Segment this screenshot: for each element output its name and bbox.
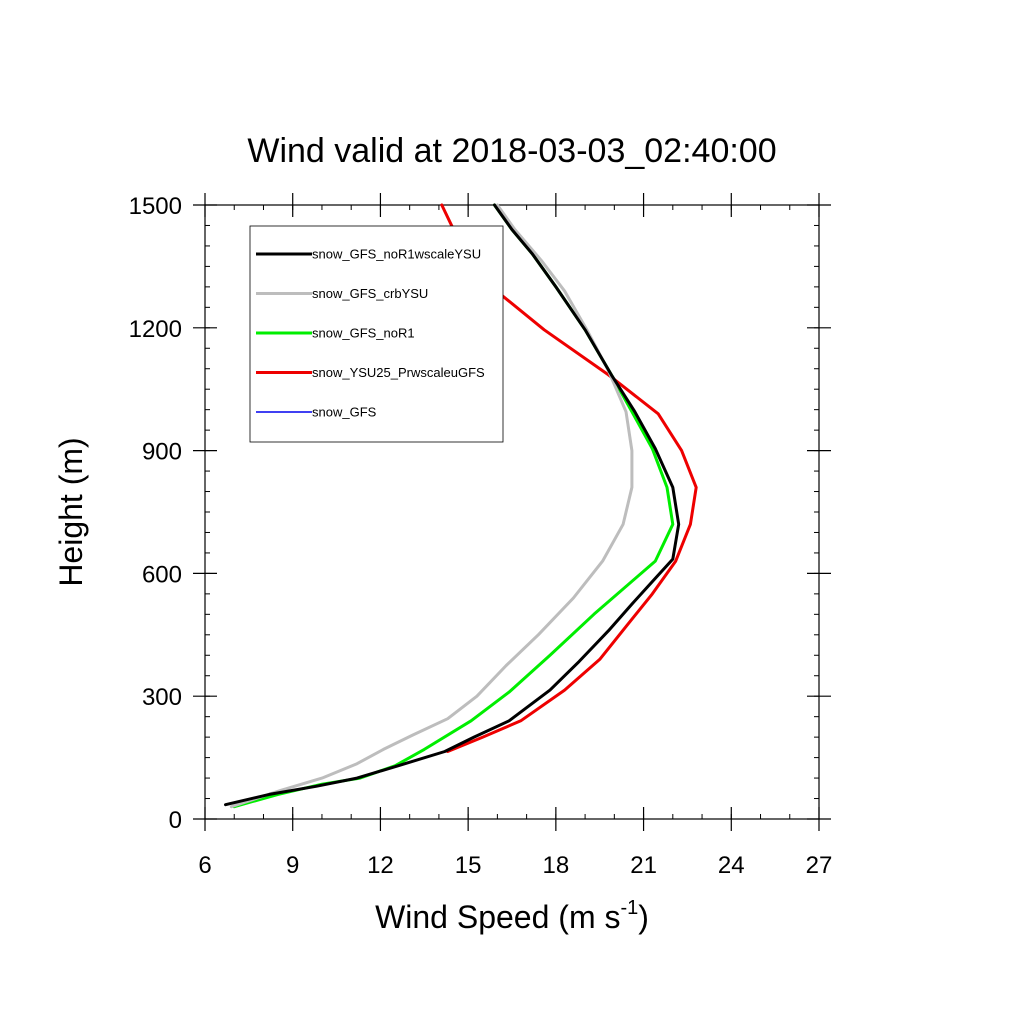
legend-label: snow_GFS_noR1wscaleYSU bbox=[312, 247, 481, 262]
x-tick-label: 9 bbox=[286, 852, 299, 879]
y-tick-label: 0 bbox=[169, 807, 182, 834]
legend-label: snow_GFS bbox=[312, 405, 377, 420]
x-axis-label-main: Wind Speed (m s bbox=[375, 899, 620, 935]
y-axis-label: Height (m) bbox=[53, 437, 89, 586]
legend-label: snow_GFS_noR1 bbox=[312, 326, 415, 341]
chart-title: Wind valid at 2018-03-03_02:40:00 bbox=[247, 132, 776, 170]
plot-area bbox=[193, 193, 831, 831]
y-tick-labels: 0 300 600 900 1200 1500 bbox=[129, 193, 182, 834]
x-tick-label: 12 bbox=[367, 852, 394, 879]
x-tick-label: 6 bbox=[198, 852, 211, 879]
x-tick-labels: 6 9 12 15 18 21 24 27 bbox=[198, 852, 832, 879]
x-tick-label: 24 bbox=[718, 852, 745, 879]
y-tick-label: 900 bbox=[142, 439, 182, 466]
y-tick-label: 600 bbox=[142, 561, 182, 588]
x-tick-label: 27 bbox=[806, 852, 833, 879]
series-line-snow_GFS_crbYSU bbox=[229, 203, 634, 809]
x-axis-label-close: ) bbox=[638, 899, 649, 935]
x-tick-label: 18 bbox=[543, 852, 570, 879]
series-lines bbox=[224, 203, 698, 809]
x-axis-label: Wind Speed (m s-1) bbox=[375, 897, 649, 935]
y-tick-label: 1200 bbox=[129, 316, 182, 343]
legend: snow_GFS_noR1wscaleYSU snow_GFS_crbYSUsno… bbox=[249, 225, 504, 443]
legend-label: snow_YSU25_PrwscaleuGFS bbox=[312, 365, 485, 380]
y-tick-label: 300 bbox=[142, 684, 182, 711]
x-tick-label: 15 bbox=[455, 852, 482, 879]
y-tick-label: 1500 bbox=[129, 193, 182, 220]
legend-label: snow_GFS_crbYSU bbox=[312, 286, 428, 301]
x-axis-label-exponent: -1 bbox=[620, 897, 638, 919]
x-tick-label: 21 bbox=[630, 852, 657, 879]
series-line-snow_GFS_noR1wscaleYSU bbox=[224, 203, 681, 807]
series-line-snow_YSU25_PrwscaleuGFS bbox=[440, 203, 698, 753]
